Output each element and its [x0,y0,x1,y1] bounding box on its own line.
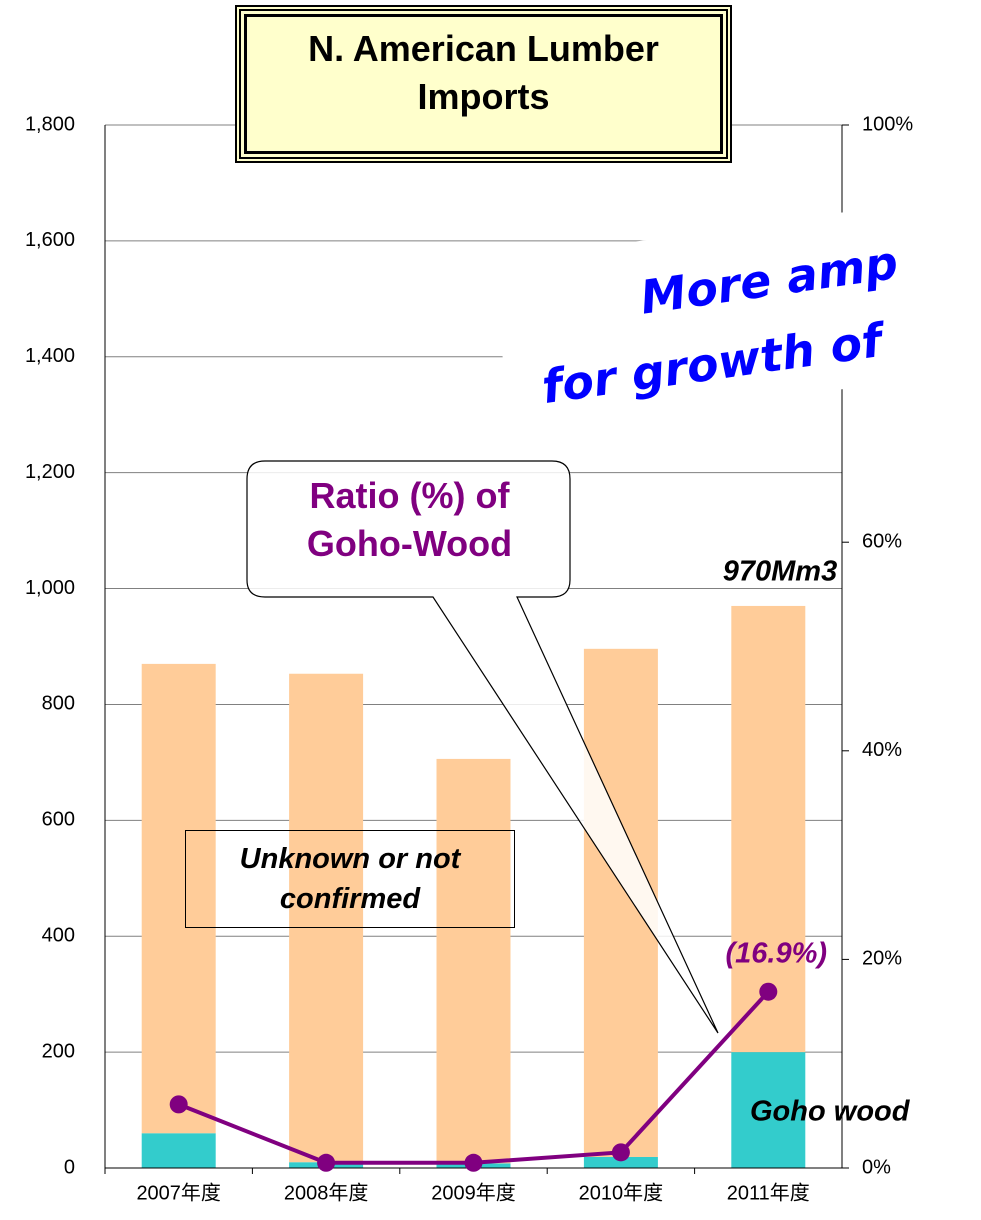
bar-segment [141,663,216,1134]
point [169,1095,188,1114]
y-tick-label: 1,200 [25,461,75,483]
bar-segment [141,1133,216,1168]
bar-segment [583,1156,658,1168]
blurb-bg [489,192,981,436]
x-tick-label: 2008年度 [284,1181,369,1204]
y2-tick-label: 20% [862,948,902,970]
y-tick-label: 1,000 [25,577,75,599]
bar-segment [289,673,364,1163]
bar-segment [436,758,511,1164]
y-tick-label: 400 [42,925,75,947]
callout-label: Ratio (%) of Goho-Wood [306,475,513,564]
y-tick-label: 600 [42,809,75,831]
annotation: 970Mm3 [723,556,837,588]
x-tick-label: 2009年度 [431,1181,516,1204]
x-tick-label: 2010年度 [579,1181,664,1204]
y-tick-label: 1,800 [25,113,75,135]
y-tick-label: 200 [42,1040,75,1062]
point [759,982,778,1001]
x-tick-label: 2007年度 [136,1181,221,1204]
point [611,1143,630,1162]
y2-tick-label: 0% [862,1156,891,1178]
y2-tick-label: 100% [862,113,913,135]
y2-tick-label: 40% [862,739,902,761]
y-tick-label: 800 [42,693,75,715]
callout [246,460,719,1034]
series-label: Unknown or not confirmed [185,830,515,928]
data-label: (16.9%) [726,937,828,969]
x-tick-label: 2011年度 [727,1181,810,1204]
series-label: Goho wood [750,1096,911,1128]
point [317,1153,336,1172]
point [464,1153,483,1172]
bar-segment [731,605,806,1053]
y-tick-label: 1,400 [25,345,75,367]
chart-title: N. American Lumber Imports [235,5,732,163]
bar-segment [731,1052,806,1168]
y-tick-label: 1,600 [25,229,75,251]
y-tick-label: 0 [64,1156,75,1178]
y2-tick-label: 60% [862,530,902,552]
